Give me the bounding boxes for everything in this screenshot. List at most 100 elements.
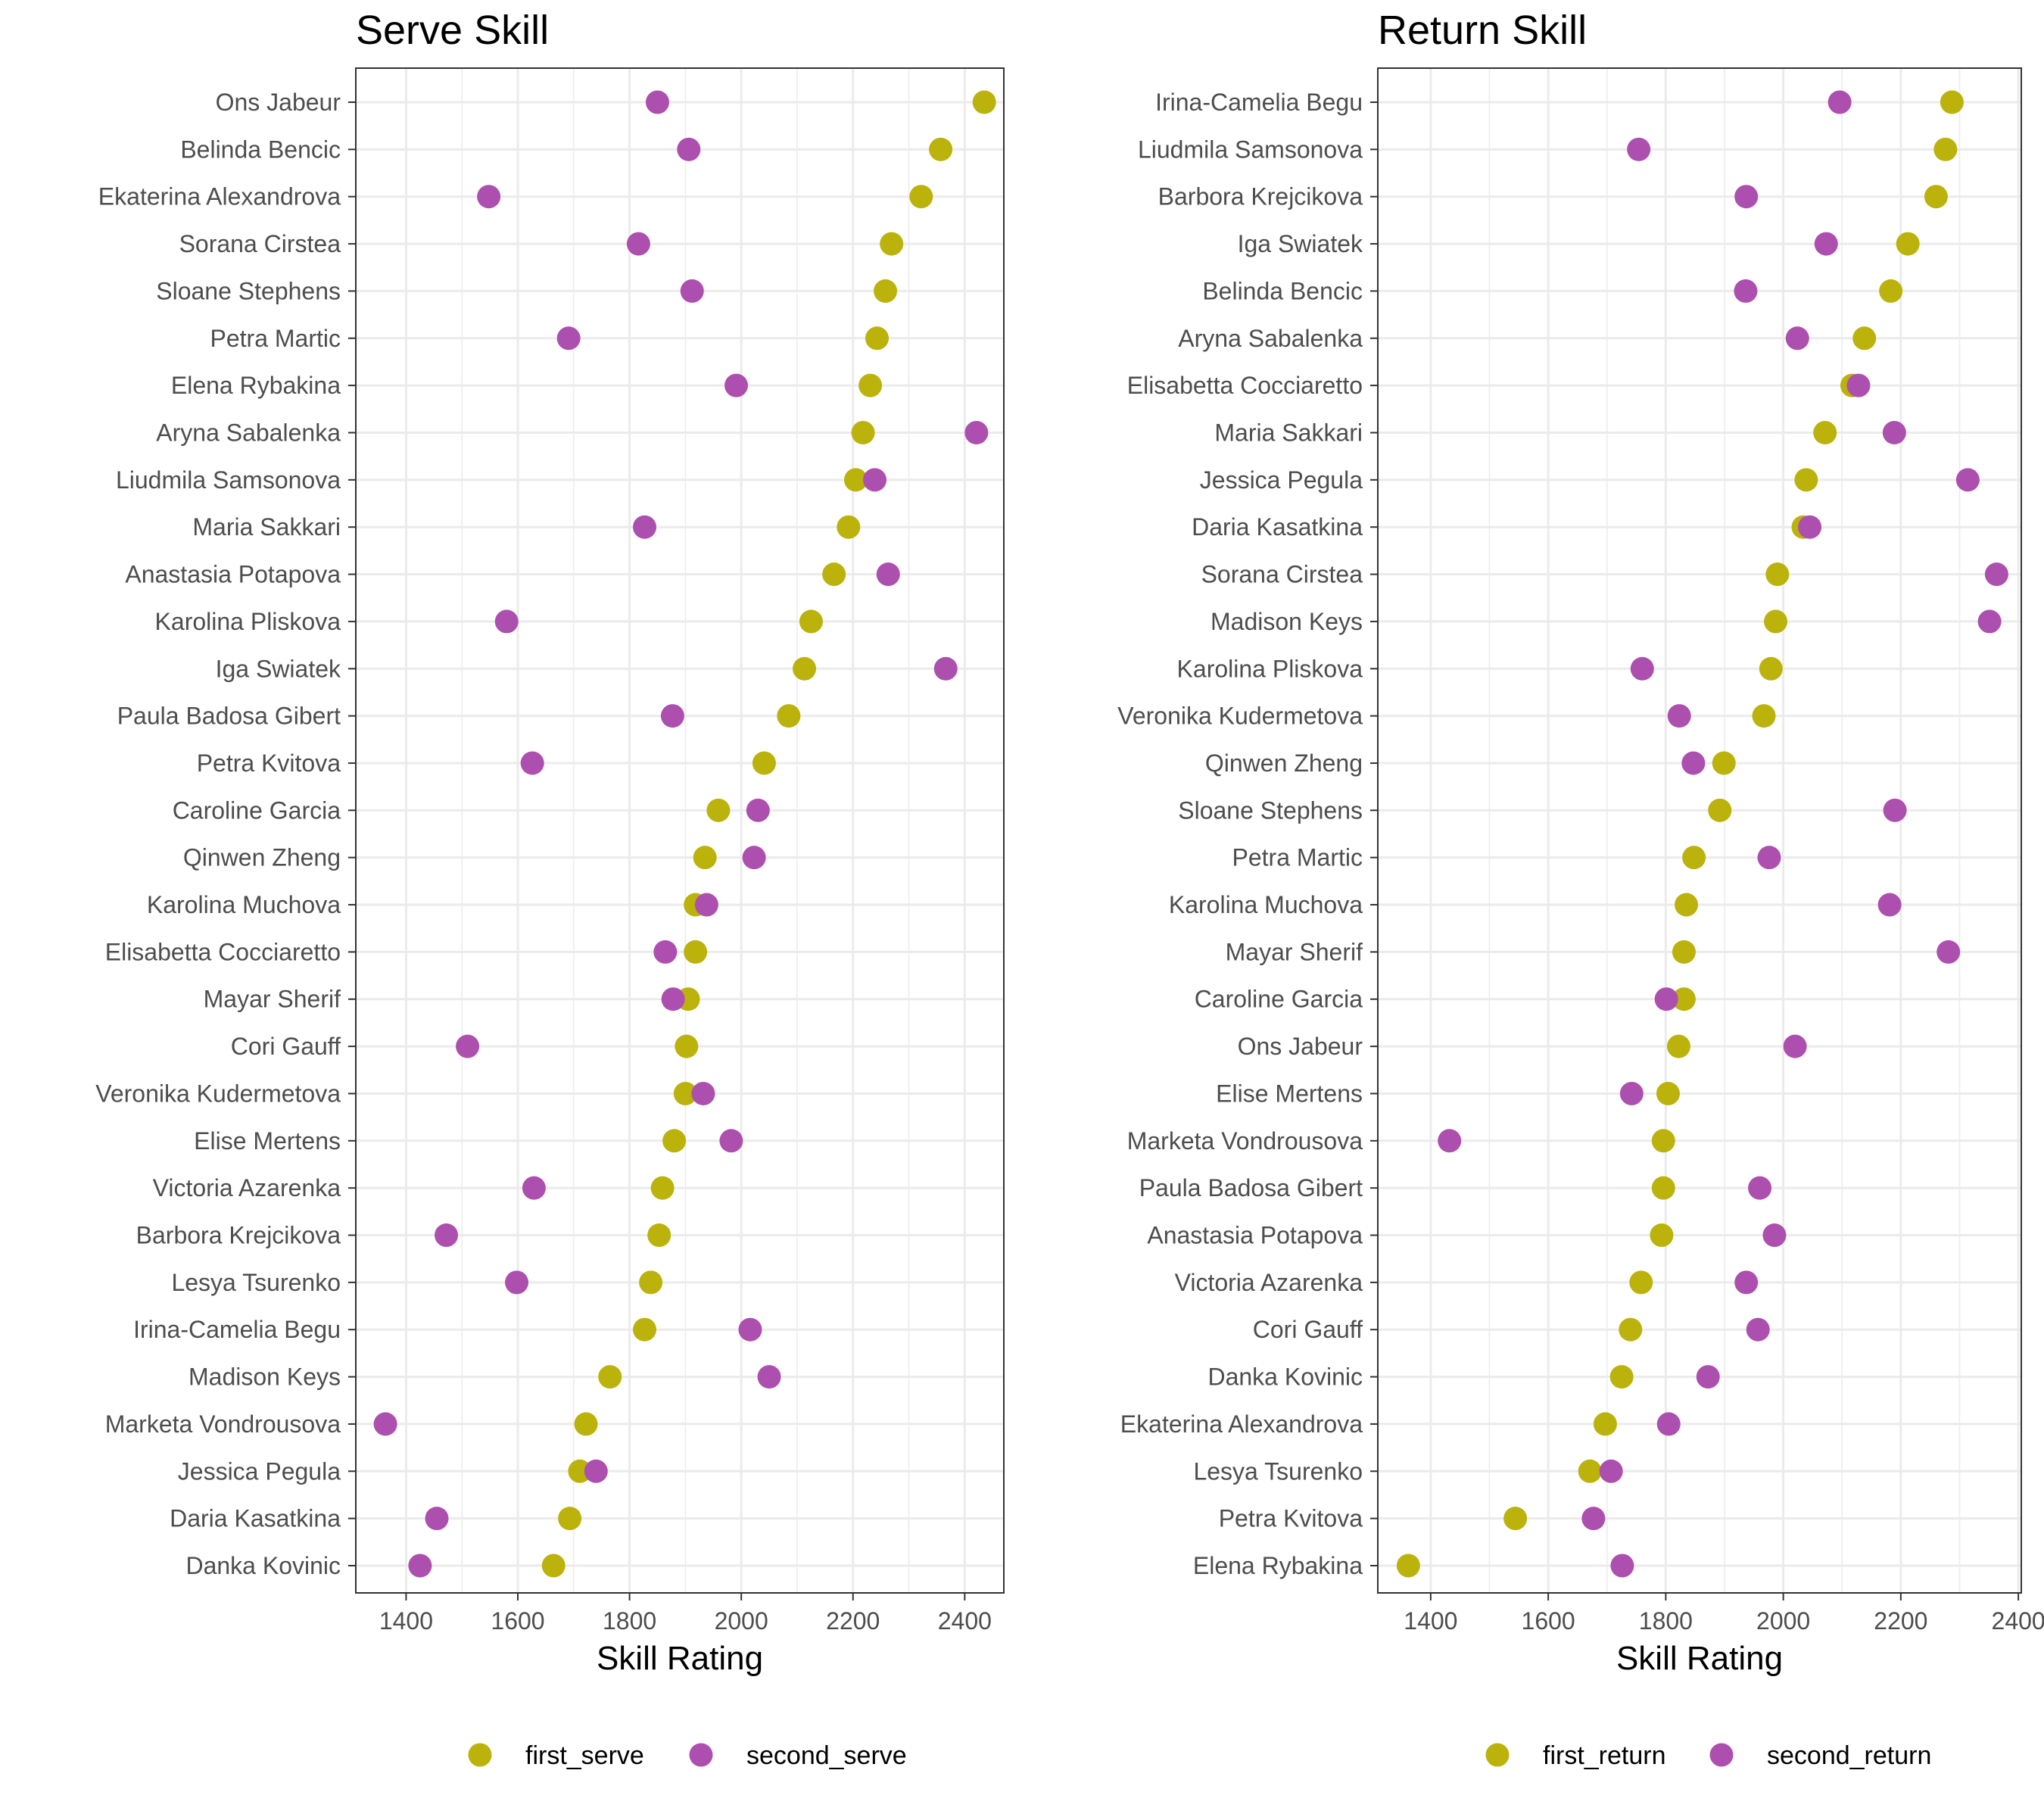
return-category-label: Qinwen Zheng	[1205, 750, 1363, 777]
second_serve-point	[435, 1223, 459, 1248]
serve-category-label: Victoria Azarenka	[153, 1174, 341, 1201]
return-skill-panel: Return Skill Irina-Camelia Begu Liudmila S…	[1117, 8, 2044, 1770]
serve-chart-title: Serve Skill	[356, 8, 549, 53]
second_return-point	[1619, 1081, 1644, 1105]
first_serve-point	[972, 90, 996, 114]
second_return-point	[1734, 279, 1758, 303]
return-category-label: Ekaterina Alexandrova	[1120, 1410, 1363, 1438]
return-category-label: Ons Jabeur	[1238, 1033, 1363, 1060]
serve-x-axis-title: Skill Rating	[597, 1640, 763, 1677]
second_serve-point	[677, 137, 701, 161]
second_return-point	[1827, 90, 1852, 114]
second_serve-point	[719, 1129, 743, 1153]
serve-category-label: Petra Martic	[210, 325, 341, 352]
second_serve-point	[408, 1554, 432, 1578]
second_return-point	[1984, 563, 2008, 587]
first_return-point	[1879, 279, 1903, 303]
second_serve-point	[746, 798, 770, 822]
first_return-point	[1672, 987, 1696, 1011]
first_return-point	[1619, 1317, 1643, 1342]
return-category-label: Sorana Cirstea	[1201, 561, 1363, 588]
return-x-tick-label: 2400	[1992, 1607, 2044, 1635]
first_serve-point	[675, 1034, 699, 1058]
second_serve-point	[863, 468, 887, 492]
second_serve-point	[522, 1176, 546, 1200]
second_serve-point	[691, 1081, 715, 1105]
second_return-point	[1883, 798, 1907, 822]
second_serve-legend-key	[689, 1743, 713, 1767]
serve-category-label: Ons Jabeur	[216, 89, 341, 116]
serve-category-label: Anastasia Potapova	[125, 561, 341, 588]
first_serve-point	[693, 846, 717, 870]
first_return-point	[1593, 1412, 1617, 1436]
serve-category-label: Barbora Krejcikova	[136, 1222, 341, 1249]
return-plot-border	[1377, 67, 2022, 1594]
second_return-point	[1877, 893, 1902, 917]
serve-category-label: Maria Sakkari	[192, 513, 341, 541]
return-category-label: Danka Kovinic	[1207, 1364, 1363, 1391]
first_serve-point	[558, 1507, 582, 1531]
second_return-point	[1610, 1554, 1634, 1578]
second_return-point	[1630, 656, 1654, 681]
second_serve-point	[520, 751, 544, 775]
serve-category-label: Ekaterina Alexandrova	[98, 183, 341, 210]
return-chart-title: Return Skill	[1378, 8, 1587, 53]
first_return-legend-key	[1485, 1743, 1510, 1767]
second_serve-point	[626, 232, 650, 256]
serve-category-label: Elisabetta Cocciaretto	[105, 938, 341, 965]
return-plot-background	[1378, 68, 2021, 1593]
second_return-point	[1882, 420, 1906, 444]
first_serve-point	[874, 279, 898, 303]
return-x-tick-label: 1600	[1522, 1607, 1575, 1635]
first_serve-point	[929, 137, 953, 161]
serve-x-tick-label: 2200	[826, 1607, 880, 1635]
first_serve-point	[684, 940, 708, 964]
return-category-label: Petra Kvitova	[1219, 1505, 1363, 1532]
second_serve-point	[964, 420, 989, 444]
first_return-point	[1896, 232, 1920, 256]
second_return-point	[1438, 1129, 1462, 1153]
second_return-point	[1846, 373, 1871, 397]
serve-category-label: Karolina Muchova	[147, 891, 341, 918]
first_return-point	[1629, 1270, 1653, 1295]
first_serve-point	[574, 1412, 598, 1436]
serve-x-tick-label: 1800	[603, 1607, 656, 1635]
return-category-label: Victoria Azarenka	[1175, 1269, 1363, 1296]
second_return-point	[1783, 1034, 1807, 1058]
return-category-label: Aryna Sabalenka	[1178, 325, 1363, 352]
first_serve-point	[752, 751, 776, 775]
second_serve-point	[661, 987, 685, 1011]
second_serve-point	[584, 1459, 608, 1483]
first_return-point	[1578, 1459, 1602, 1483]
first_serve-point	[568, 1459, 592, 1483]
return-category-label: Veronika Kudermetova	[1117, 703, 1363, 730]
serve-plot-background	[356, 68, 1004, 1593]
serve-category-label: Mayar Sherif	[204, 986, 341, 1013]
first_serve-legend-label: first_serve	[525, 1741, 644, 1770]
first_serve-point	[650, 1176, 675, 1200]
return-category-label: Paula Badosa Gibert	[1139, 1174, 1363, 1201]
second_serve-point	[373, 1412, 397, 1436]
first_return-point	[1503, 1507, 1528, 1531]
first_serve-legend-key	[468, 1743, 492, 1767]
first_serve-point	[799, 609, 823, 634]
second_serve-point	[738, 1317, 762, 1342]
second_serve-point	[556, 326, 581, 351]
second_return-point	[1746, 1317, 1770, 1342]
return-category-label: Barbora Krejcikova	[1158, 183, 1363, 210]
first_return-point	[1712, 751, 1736, 775]
serve-x-tick-label: 2000	[715, 1607, 768, 1635]
first_return-point	[1940, 90, 1964, 114]
second_serve-point	[933, 656, 958, 681]
second_return-point	[1627, 137, 1651, 161]
second_return-point	[1599, 1459, 1623, 1483]
serve-category-label: Sloane Stephens	[156, 277, 341, 304]
second_return-point	[1977, 609, 2002, 634]
first_serve-point	[706, 798, 731, 822]
serve-x-tick-label: 1400	[379, 1607, 433, 1635]
return-category-label: Liudmila Samsonova	[1138, 136, 1363, 163]
serve-category-label: Karolina Pliskova	[155, 608, 341, 635]
return-category-label: Karolina Pliskova	[1177, 655, 1363, 682]
second_serve-legend-label: second_serve	[746, 1741, 907, 1770]
